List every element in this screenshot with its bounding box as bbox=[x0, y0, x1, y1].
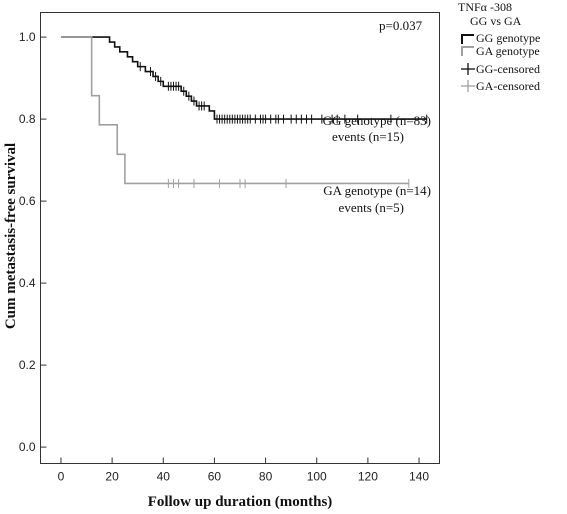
y-axis: 0.0 0.2 0.4 0.6 0.8 1.0 bbox=[19, 30, 47, 454]
legend: TNFα -308 GG vs GA GG genotype GA genoty… bbox=[458, 0, 540, 93]
ga-annotation-line1: GA genotype (n=14) bbox=[323, 183, 431, 198]
legend-ga-censored-label: GA-censored bbox=[476, 79, 540, 93]
y-tick-label: 0.2 bbox=[19, 358, 36, 372]
y-tick-label: 1.0 bbox=[19, 30, 36, 44]
ga-genotype-survival-curve bbox=[60, 36, 409, 185]
gg-annotation-line1: GG genotype (n=83) bbox=[323, 113, 431, 128]
legend-title-line1: TNFα -308 bbox=[458, 0, 512, 14]
y-tick-label: 0.6 bbox=[19, 194, 36, 208]
legend-ga-censor-icon bbox=[461, 80, 475, 92]
legend-gg-censor-icon bbox=[461, 63, 475, 75]
legend-gg-censored-label: GG-censored bbox=[476, 62, 540, 76]
p-value-label: p=0.037 bbox=[379, 18, 423, 33]
x-tick-label: 0 bbox=[58, 470, 65, 484]
x-axis-title: Follow up duration (months) bbox=[148, 494, 333, 510]
x-tick-label: 120 bbox=[358, 470, 378, 484]
x-axis: 0 20 40 60 80 100 120 140 bbox=[58, 457, 429, 484]
plot-area-frame bbox=[40, 12, 440, 464]
ga-annotation-line2: events (n=5) bbox=[339, 200, 404, 215]
legend-ga-label: GA genotype bbox=[476, 44, 540, 58]
x-tick-label: 140 bbox=[409, 470, 429, 484]
gg-annotation-line2: events (n=15) bbox=[332, 129, 404, 144]
legend-title-line2: GG vs GA bbox=[470, 14, 522, 28]
legend-gg-step-icon bbox=[461, 34, 474, 44]
x-tick-label: 40 bbox=[157, 470, 171, 484]
gg-genotype-survival-curve bbox=[60, 36, 427, 120]
y-tick-label: 0.0 bbox=[19, 440, 36, 454]
x-tick-label: 60 bbox=[208, 470, 222, 484]
x-tick-label: 100 bbox=[307, 470, 327, 484]
series-layer bbox=[60, 36, 428, 188]
x-tick-label: 80 bbox=[259, 470, 273, 484]
x-tick-label: 20 bbox=[105, 470, 119, 484]
y-tick-label: 0.8 bbox=[19, 112, 36, 126]
legend-gg-label: GG genotype bbox=[476, 31, 540, 45]
y-axis-title: Cum metastasis-free survival bbox=[3, 143, 19, 329]
legend-ga-step-icon bbox=[461, 46, 474, 56]
y-tick-label: 0.4 bbox=[19, 276, 36, 290]
